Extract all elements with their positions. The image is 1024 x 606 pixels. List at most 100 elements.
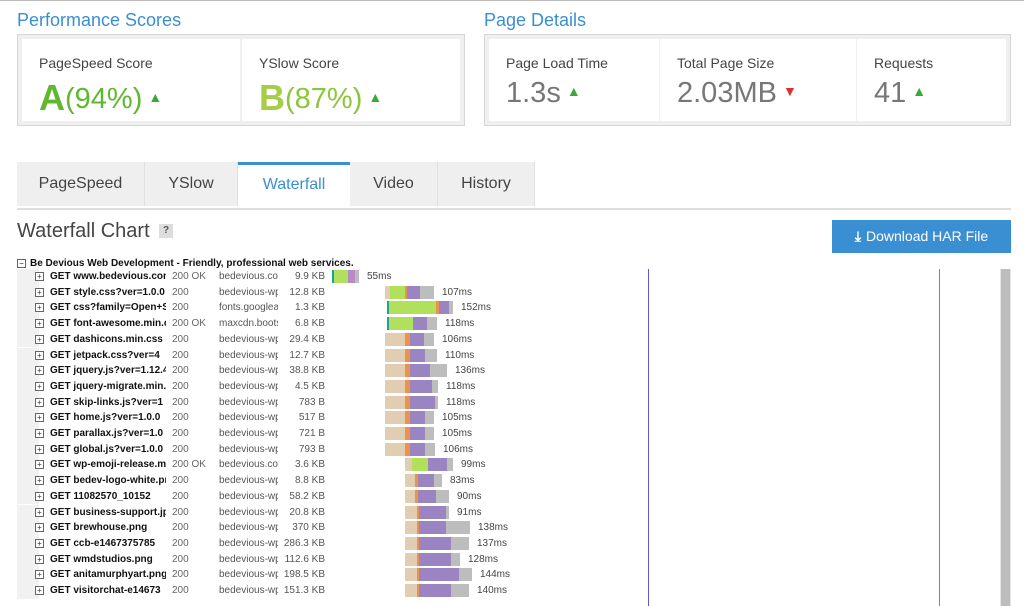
expand-icon[interactable]: +: [35, 287, 44, 297]
waterfall-row[interactable]: + GET wp-emoji-release.min.js 200 OK bedevi…: [17, 457, 1000, 474]
yslow-grade: B: [259, 77, 285, 118]
performance-scores-title: Performance Scores: [17, 10, 182, 30]
tab-waterfall[interactable]: Waterfall: [238, 162, 350, 206]
pagespeed-score-box: PageSpeed Score A(94%) ▲: [22, 39, 240, 121]
waterfall-row[interactable]: + GET font-awesome.min.css 200 OK maxcdn.bo…: [17, 316, 1000, 332]
expand-icon[interactable]: +: [35, 476, 44, 486]
timing-bar-wait: [389, 301, 436, 315]
timing-bar-blocking: [385, 411, 405, 425]
performance-panel: PageSpeed Score A(94%) ▲ YSlow Score B(87…: [17, 34, 465, 126]
request-name: GET anitamurphyart.png: [50, 569, 166, 581]
request-time: 152ms: [461, 302, 492, 314]
request-time: 105ms: [442, 412, 473, 424]
request-size: 20.8 KB: [289, 506, 325, 518]
waterfall-row[interactable]: + GET bedev-logo-white.png 200 bedevious-wp…: [17, 473, 1000, 489]
download-har-button[interactable]: ⤓ Download HAR File: [832, 220, 1011, 253]
timing-bar-tail: [425, 348, 437, 362]
waterfall-row[interactable]: + GET visitorchat-e14673 200 bedevious-wpen…: [17, 583, 1000, 599]
waterfall-row[interactable]: + GET skip-links.js?ver=1 200 bedevious-wpe…: [17, 394, 1000, 411]
expand-icon[interactable]: +: [35, 366, 44, 376]
row-gutter: [17, 567, 39, 583]
timing-bar-connect: [415, 474, 418, 488]
request-name: GET jquery-migrate.min.js: [50, 380, 166, 392]
waterfall-row[interactable]: + GET ccb-e1467375785 200 bedevious-wpengin…: [17, 535, 1000, 552]
timing-bar-receive: [410, 411, 425, 425]
expand-icon[interactable]: +: [35, 303, 44, 313]
expand-icon[interactable]: +: [35, 319, 44, 329]
expand-icon[interactable]: +: [35, 397, 44, 407]
waterfall-site-row[interactable]: − Be Devious Web Development - Friendly, …: [17, 258, 354, 269]
timing-bar-receive: [413, 317, 427, 331]
request-domain: bedevious-wpengine: [219, 522, 278, 534]
timing-bar-receive: [410, 348, 425, 362]
expand-icon[interactable]: +: [35, 507, 44, 517]
tab-pagespeed[interactable]: PageSpeed: [17, 162, 145, 206]
expand-icon[interactable]: +: [35, 586, 44, 595]
waterfall-scrollbar[interactable]: [1000, 269, 1011, 606]
expand-icon[interactable]: +: [35, 491, 44, 501]
top-divider: [0, 0, 1024, 1]
expand-icon[interactable]: +: [35, 350, 44, 360]
waterfall-row[interactable]: + GET css?family=Open+Sans 200 fonts.google…: [17, 300, 1000, 317]
timing-bar-receive: [419, 536, 451, 550]
timing-bar-connect: [405, 332, 410, 346]
request-name: GET parallax.js?ver=1.0: [50, 428, 164, 439]
request-status: 200 OK: [172, 271, 206, 282]
timing-bar-blocking: [405, 536, 417, 550]
expand-icon[interactable]: +: [35, 554, 44, 564]
requests-label: Requests: [874, 55, 934, 71]
waterfall-row[interactable]: + GET 11082570_10152 200 bedevious-wpengine…: [17, 488, 1000, 505]
request-size: 29.4 KB: [289, 333, 325, 345]
tab-history[interactable]: History: [438, 162, 535, 206]
waterfall-row[interactable]: + GET dashicons.min.css 200 bedevious-wpeng…: [17, 331, 1000, 348]
expand-icon[interactable]: +: [35, 460, 44, 470]
tab-yslow[interactable]: YSlow: [145, 162, 238, 206]
waterfall-row[interactable]: + GET jquery-migrate.min.js 200 bedevious-w…: [17, 378, 1000, 395]
expand-icon[interactable]: +: [35, 272, 44, 281]
expand-icon[interactable]: +: [35, 429, 44, 438]
request-status: 200: [172, 396, 189, 408]
timing-bar-receive: [410, 332, 424, 346]
waterfall-row[interactable]: + GET brewhouse.png 200 bedevious-wpengine 3…: [17, 520, 1000, 536]
row-gutter: [17, 520, 39, 536]
timing-bar-tail: [430, 364, 447, 378]
waterfall-row[interactable]: + GET anitamurphyart.png 200 bedevious-wpen…: [17, 567, 1000, 583]
help-icon[interactable]: ?: [159, 224, 173, 238]
timing-bar-blocking: [385, 348, 405, 362]
waterfall-row[interactable]: + GET jetpack.css?ver=4 200 bedevious-wpeng…: [17, 347, 1000, 364]
timing-bar-receive: [419, 568, 459, 582]
waterfall-row[interactable]: + GET parallax.js?ver=1.0 200 bedevious-wpe…: [17, 426, 1000, 442]
request-time: 99ms: [461, 459, 486, 471]
load-time-box: Page Load Time 1.3s ▲: [489, 39, 659, 121]
scrollbar-thumb[interactable]: [1001, 269, 1010, 606]
expand-icon[interactable]: +: [35, 381, 44, 391]
expand-icon[interactable]: +: [35, 334, 44, 344]
request-size: 793 B: [298, 443, 325, 455]
row-gutter: [17, 331, 39, 348]
waterfall-row[interactable]: + GET business-support.jpg 200 bedevious-wp…: [17, 504, 1000, 521]
requests-value-wrap: 41 ▲: [874, 77, 926, 110]
yslow-score-box: YSlow Score B(87%) ▲: [242, 39, 460, 121]
waterfall-row[interactable]: + GET wmdstudios.png 200 bedevious-wpengine…: [17, 551, 1000, 568]
waterfall-row[interactable]: + GET home.js?ver=1.0.0 200 bedevious-wpeng…: [17, 410, 1000, 426]
request-domain: bedevious-wpengine: [219, 412, 278, 424]
expand-icon[interactable]: +: [35, 444, 44, 454]
waterfall-row[interactable]: + GET style.css?ver=1.0.0 200 bedevious-wpe…: [17, 284, 1000, 301]
expand-icon[interactable]: +: [35, 413, 44, 423]
waterfall-row[interactable]: + GET www.bedevious.com/200 OK bedevious.c…: [17, 269, 1000, 285]
request-time: 83ms: [450, 475, 475, 487]
waterfall-row[interactable]: + GET global.js?ver=1.0.0 200 bedevious-wpe…: [17, 441, 1000, 458]
waterfall-row[interactable]: + GET jquery.js?ver=1.12.4 200 bedevious-wp…: [17, 363, 1000, 379]
timing-bar-connect: [405, 395, 410, 409]
row-gutter: [17, 504, 39, 521]
expand-icon[interactable]: +: [35, 523, 44, 533]
timing-bar-connect: [417, 505, 419, 519]
expand-icon[interactable]: +: [35, 538, 44, 548]
pagespeed-score-value: A(94%) ▲: [39, 77, 162, 119]
pagespeed-score-label: PageSpeed Score: [39, 55, 153, 71]
tab-video[interactable]: Video: [350, 162, 438, 206]
timing-bar-dns: [332, 270, 334, 283]
requests-value: 41: [874, 77, 907, 109]
collapse-icon[interactable]: −: [17, 258, 26, 268]
expand-icon[interactable]: +: [35, 570, 44, 580]
